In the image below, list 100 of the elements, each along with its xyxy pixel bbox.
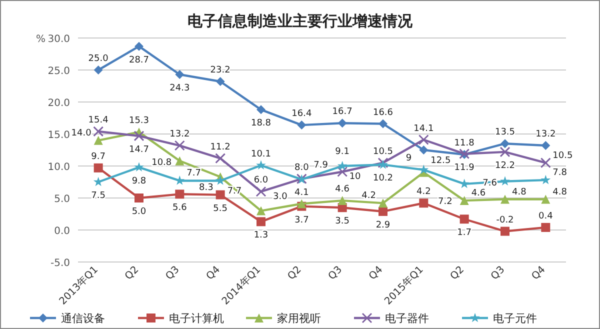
data-label: 1.7 — [457, 228, 472, 238]
point — [256, 186, 266, 197]
point — [500, 146, 510, 158]
data-label: 10.5 — [552, 150, 573, 161]
point — [216, 77, 225, 86]
point — [256, 206, 266, 216]
data-label: 28.7 — [128, 55, 150, 66]
point — [256, 105, 266, 114]
data-label: 11.8 — [454, 138, 475, 148]
data-label: 16.4 — [292, 109, 312, 120]
point — [256, 160, 266, 170]
point — [378, 206, 388, 216]
y-tick-label: 20.0 — [48, 98, 70, 109]
point — [94, 163, 103, 172]
point — [175, 70, 184, 79]
point — [297, 199, 306, 208]
data-label: 8.3 — [199, 182, 214, 193]
point — [418, 164, 429, 174]
point — [418, 134, 429, 146]
point — [337, 166, 348, 178]
data-label: 10 — [349, 172, 362, 182]
y-tick-label: 30.0 — [48, 34, 70, 45]
data-label: 18.8 — [250, 118, 272, 129]
point — [378, 198, 388, 208]
data-label: 4.2 — [362, 191, 376, 202]
point — [134, 162, 144, 172]
data-label: 0.4 — [538, 211, 554, 222]
data-label: 5.0 — [132, 207, 146, 217]
chart-title: 电子信息制造业主要行业增速情况 — [188, 12, 414, 30]
point — [94, 136, 103, 145]
point — [174, 140, 185, 151]
data-label: 25.0 — [88, 54, 109, 64]
data-label: 9.8 — [132, 176, 146, 186]
point — [175, 156, 184, 166]
data-label: 3.5 — [335, 216, 350, 227]
data-label: 7.7 — [186, 168, 201, 179]
data-label: 7.5 — [91, 191, 106, 201]
point — [134, 194, 144, 202]
data-label: 4.1 — [294, 188, 309, 198]
legend-label: 电子计算机 — [169, 312, 224, 325]
legend-label: 电子元件 — [493, 312, 537, 325]
data-label: 9.1 — [335, 146, 350, 157]
data-label: -0.2 — [496, 215, 514, 226]
x-tick-label: Q3 — [164, 264, 182, 282]
data-label: 14.0 — [71, 128, 92, 138]
x-tick-label: Q4 — [204, 264, 222, 282]
y-tick-label: 25.0 — [48, 66, 70, 77]
y-tick-label: 10.0 — [48, 162, 70, 173]
point — [337, 160, 348, 170]
data-label: 1.3 — [254, 230, 268, 241]
y-tick-label: 5.0 — [54, 194, 70, 205]
data-label: 5.5 — [213, 204, 228, 214]
point — [419, 146, 428, 154]
y-tick-label: 0.0 — [54, 226, 70, 237]
point — [134, 130, 144, 142]
point — [419, 198, 428, 208]
data-label: 2.9 — [376, 220, 390, 230]
data-label: 16.6 — [372, 108, 394, 118]
data-label: 10.1 — [250, 149, 272, 160]
legend-label: 电子器件 — [385, 312, 429, 325]
point — [378, 119, 388, 128]
y-tick-label: 15.0 — [48, 130, 70, 141]
x-tick-label: Q2 — [448, 264, 466, 282]
x-tick-label: Q4 — [530, 264, 548, 282]
point — [500, 226, 510, 236]
point — [256, 217, 266, 226]
data-label: 9 — [406, 153, 412, 164]
point — [216, 190, 225, 200]
data-label: 10.2 — [372, 174, 394, 184]
point — [94, 66, 103, 74]
data-label: 10.5 — [372, 146, 394, 157]
point — [540, 174, 551, 184]
data-label: 24.3 — [170, 83, 190, 94]
y-tick-label: -5.0 — [50, 258, 70, 269]
data-label: 12.2 — [494, 160, 516, 171]
x-tick-label: Q3 — [326, 264, 344, 282]
data-label: 23.2 — [210, 66, 230, 76]
data-label: 3.0 — [273, 192, 288, 202]
data-label: 7.8 — [552, 168, 568, 178]
point — [541, 194, 550, 204]
data-label: 4.8 — [552, 187, 568, 198]
data-label: 10.8 — [152, 158, 172, 168]
data-label: 6.0 — [254, 176, 268, 186]
point — [175, 190, 184, 199]
point — [500, 194, 510, 204]
data-label: 11.9 — [454, 162, 475, 173]
point — [297, 120, 306, 130]
point — [460, 214, 469, 224]
data-label: 13.2 — [536, 130, 556, 140]
point — [541, 141, 550, 150]
point — [215, 153, 226, 164]
x-tick-label: Q4 — [367, 264, 386, 282]
data-label: 8.0 — [294, 162, 310, 173]
data-label: 4.6 — [471, 188, 486, 199]
point — [500, 176, 510, 186]
data-label: 3.7 — [294, 215, 309, 226]
data-label: 4.8 — [512, 187, 527, 198]
point — [134, 42, 144, 51]
data-label: 15.3 — [128, 116, 150, 126]
data-label: 7.9 — [314, 160, 328, 170]
